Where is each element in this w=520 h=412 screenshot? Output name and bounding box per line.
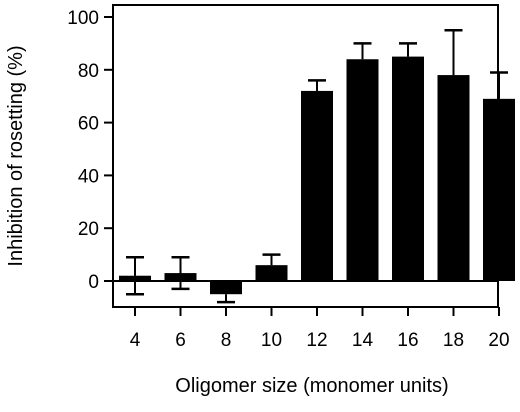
y-tick-label-100: 100	[67, 8, 99, 29]
x-tick-label-8: 8	[221, 330, 232, 351]
x-tick-label-12: 12	[306, 330, 327, 351]
x-axis-ticks: 4 6 8 10 12 14 16 18 20	[130, 307, 510, 351]
x-tick-label-20: 20	[488, 330, 509, 351]
x-axis-title: Oligomer size (monomer units)	[175, 375, 448, 397]
x-tick-label-6: 6	[175, 330, 186, 351]
bar-8	[210, 281, 242, 295]
bars-group	[119, 56, 515, 295]
y-tick-label-20: 20	[78, 219, 99, 240]
x-tick-label-16: 16	[397, 330, 418, 351]
bar-18	[437, 75, 470, 281]
bar-12	[301, 90, 333, 281]
error-bars-group	[126, 28, 508, 304]
y-axis-ticks: 0 20 40 60 80 100	[67, 8, 113, 293]
x-tick-label-10: 10	[261, 330, 282, 351]
y-axis-title: Inhibition of rosetting (%)	[5, 45, 27, 266]
y-tick-label-40: 40	[78, 166, 99, 187]
bar-10	[255, 265, 288, 281]
bar-14	[346, 59, 379, 281]
bar-16	[392, 56, 424, 281]
y-tick-label-0: 0	[88, 272, 99, 293]
x-tick-label-18: 18	[443, 330, 464, 351]
x-tick-label-4: 4	[130, 330, 141, 351]
x-tick-label-14: 14	[352, 330, 374, 351]
y-tick-label-80: 80	[78, 61, 99, 82]
y-tick-label-60: 60	[78, 114, 99, 135]
bar-20	[483, 98, 515, 281]
